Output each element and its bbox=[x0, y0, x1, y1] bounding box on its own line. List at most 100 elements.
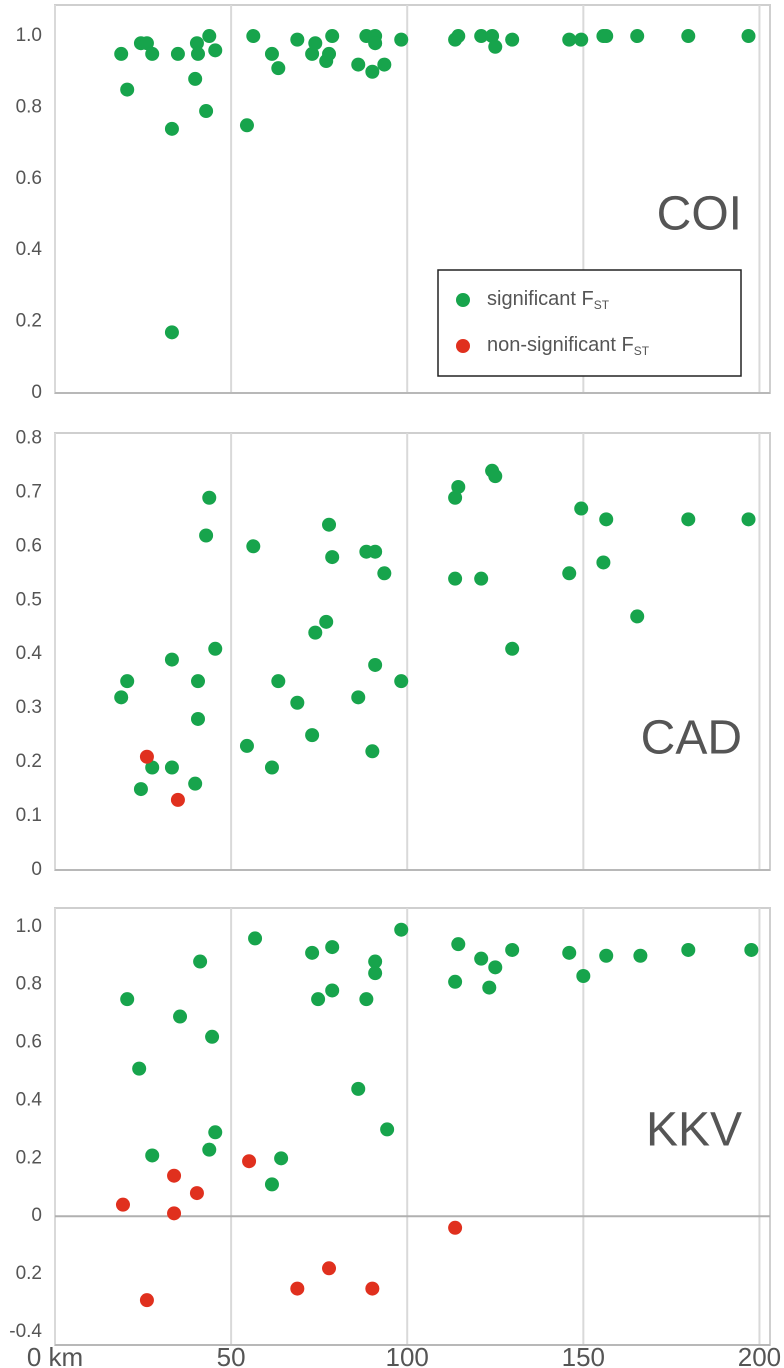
data-point bbox=[681, 29, 696, 44]
data-point bbox=[145, 760, 160, 775]
y-tick-label: 0.2 bbox=[16, 1147, 42, 1168]
data-point bbox=[562, 945, 577, 960]
data-point bbox=[305, 728, 320, 743]
legend-label: non-significant FST bbox=[487, 334, 650, 358]
data-point bbox=[681, 942, 696, 957]
data-point bbox=[239, 118, 254, 133]
data-point bbox=[562, 32, 577, 47]
y-tick-label: 0.2 bbox=[16, 751, 42, 772]
y-tick-label: 0 bbox=[31, 1205, 42, 1226]
y-tick-label: 0.8 bbox=[16, 96, 42, 117]
y-tick-label: 0.6 bbox=[16, 535, 42, 556]
y-tick-label: 0.5 bbox=[16, 589, 42, 610]
data-point bbox=[394, 674, 409, 689]
y-tick-label: 0.4 bbox=[16, 239, 43, 260]
legend-label: significant FST bbox=[487, 288, 610, 312]
data-point bbox=[505, 942, 520, 957]
legend-marker bbox=[456, 293, 470, 307]
data-point bbox=[246, 29, 261, 44]
data-point bbox=[188, 776, 203, 791]
y-tick-label: 0.3 bbox=[16, 697, 42, 718]
y-tick-label: 0.2 bbox=[16, 311, 42, 332]
panel-label: CAD bbox=[641, 712, 742, 765]
data-point bbox=[451, 29, 466, 44]
data-point bbox=[394, 32, 409, 47]
x-tick-label: 50 bbox=[217, 1342, 246, 1368]
data-point bbox=[173, 1009, 188, 1024]
data-point bbox=[308, 625, 323, 640]
data-point bbox=[325, 550, 340, 565]
data-point bbox=[599, 512, 614, 527]
data-point bbox=[741, 29, 756, 44]
data-point bbox=[170, 792, 185, 807]
data-point bbox=[319, 614, 334, 629]
data-point bbox=[189, 36, 204, 51]
data-point bbox=[576, 969, 591, 984]
y-tick-label: 1.0 bbox=[16, 25, 42, 46]
data-point bbox=[145, 46, 160, 61]
data-point bbox=[133, 782, 148, 797]
data-point bbox=[474, 571, 489, 586]
x-tick-label: 0 km bbox=[27, 1342, 83, 1368]
data-point bbox=[167, 1168, 182, 1183]
legend-name: significant F bbox=[487, 288, 594, 310]
data-point bbox=[574, 501, 589, 516]
data-point bbox=[164, 760, 179, 775]
data-point bbox=[322, 46, 337, 61]
data-point bbox=[248, 931, 263, 946]
data-point bbox=[164, 325, 179, 340]
data-point bbox=[377, 57, 392, 72]
y-tick-label: 0 bbox=[31, 382, 42, 403]
data-point bbox=[264, 1177, 279, 1192]
y-tick-label: 0.4 bbox=[16, 643, 43, 664]
data-point bbox=[120, 674, 135, 689]
data-point bbox=[311, 992, 326, 1007]
y-tick-label: 0.8 bbox=[16, 427, 42, 448]
data-point bbox=[305, 46, 320, 61]
y-tick-label: 0.7 bbox=[16, 481, 42, 502]
panel-label: KKV bbox=[646, 1104, 742, 1157]
data-point bbox=[359, 992, 374, 1007]
data-point bbox=[448, 490, 463, 505]
data-point bbox=[322, 1261, 337, 1276]
data-point bbox=[167, 1206, 182, 1221]
data-point bbox=[322, 517, 337, 532]
y-tick-label: -0.4 bbox=[9, 1321, 42, 1342]
x-tick-label: 200 bbox=[738, 1342, 781, 1368]
data-point bbox=[188, 71, 203, 86]
data-point bbox=[365, 1281, 380, 1296]
data-point bbox=[191, 674, 205, 689]
data-point bbox=[193, 954, 208, 969]
data-point bbox=[164, 121, 179, 136]
data-point bbox=[290, 695, 305, 710]
data-point bbox=[448, 571, 463, 586]
data-point bbox=[380, 1122, 395, 1137]
data-point bbox=[368, 657, 383, 672]
data-point bbox=[271, 674, 286, 689]
data-point bbox=[205, 1029, 220, 1044]
data-point bbox=[199, 528, 214, 543]
data-point bbox=[505, 32, 520, 47]
data-point bbox=[368, 954, 383, 969]
data-point bbox=[139, 36, 154, 51]
legend-subscript: ST bbox=[634, 344, 650, 358]
data-point bbox=[488, 39, 503, 54]
data-point bbox=[202, 29, 217, 44]
data-point bbox=[120, 992, 135, 1007]
data-point bbox=[264, 760, 279, 775]
data-point bbox=[139, 1293, 154, 1308]
data-point bbox=[351, 690, 366, 705]
data-point bbox=[394, 922, 409, 937]
data-point bbox=[114, 690, 129, 705]
data-point bbox=[164, 652, 179, 667]
data-point bbox=[488, 960, 503, 975]
data-point bbox=[242, 1154, 257, 1169]
legend-marker bbox=[456, 339, 470, 353]
y-tick-label: 0.1 bbox=[16, 805, 42, 826]
data-point bbox=[132, 1061, 147, 1076]
data-point bbox=[264, 46, 279, 61]
data-point bbox=[308, 36, 323, 51]
panel-frame bbox=[54, 432, 771, 871]
